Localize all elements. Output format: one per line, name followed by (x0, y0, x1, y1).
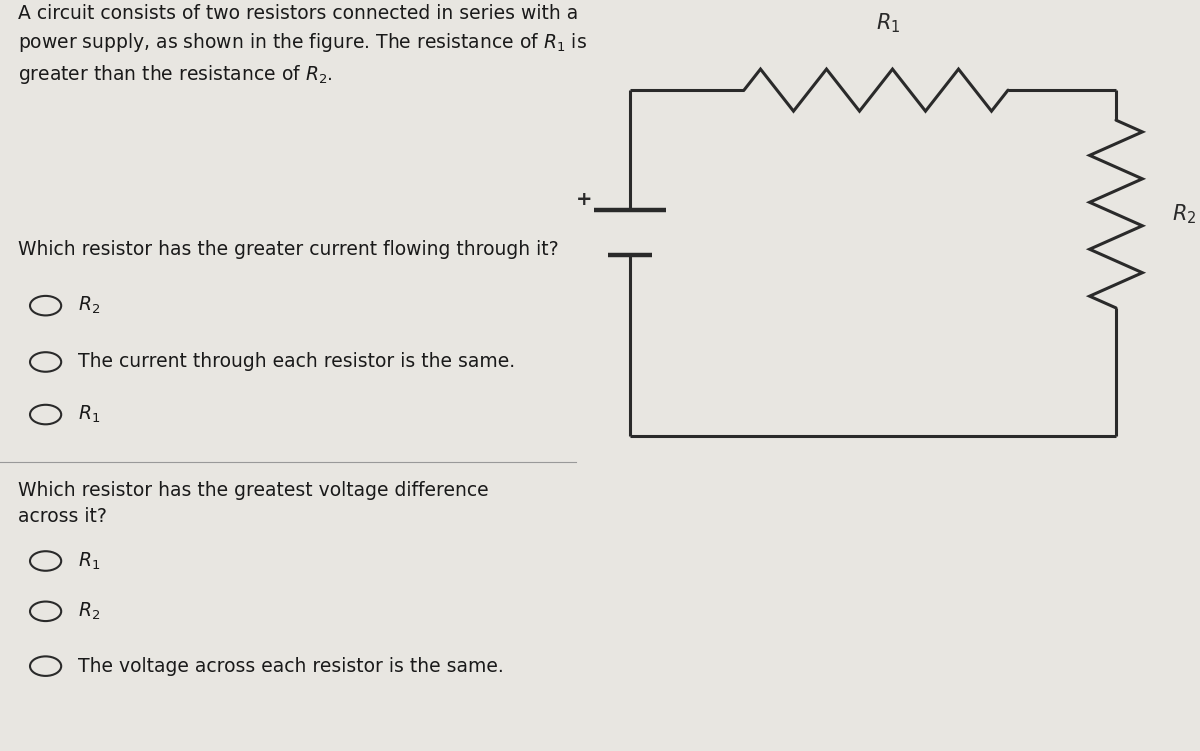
Text: +: + (576, 189, 593, 209)
Text: $R_2$: $R_2$ (78, 601, 100, 622)
Text: $\mathit{R}_1$: $\mathit{R}_1$ (876, 12, 900, 35)
Text: The voltage across each resistor is the same.: The voltage across each resistor is the … (78, 656, 504, 676)
Text: A circuit consists of two resistors connected in series with a
power supply, as : A circuit consists of two resistors conn… (18, 4, 587, 86)
Text: $R_1$: $R_1$ (78, 404, 100, 425)
Text: $R_2$: $R_2$ (78, 295, 100, 316)
Text: Which resistor has the greater current flowing through it?: Which resistor has the greater current f… (18, 240, 559, 259)
Text: $R_1$: $R_1$ (78, 550, 100, 572)
Text: Which resistor has the greatest voltage difference
across it?: Which resistor has the greatest voltage … (18, 481, 488, 526)
Text: $\mathit{R}_2$: $\mathit{R}_2$ (1172, 202, 1196, 226)
Text: The current through each resistor is the same.: The current through each resistor is the… (78, 352, 515, 372)
